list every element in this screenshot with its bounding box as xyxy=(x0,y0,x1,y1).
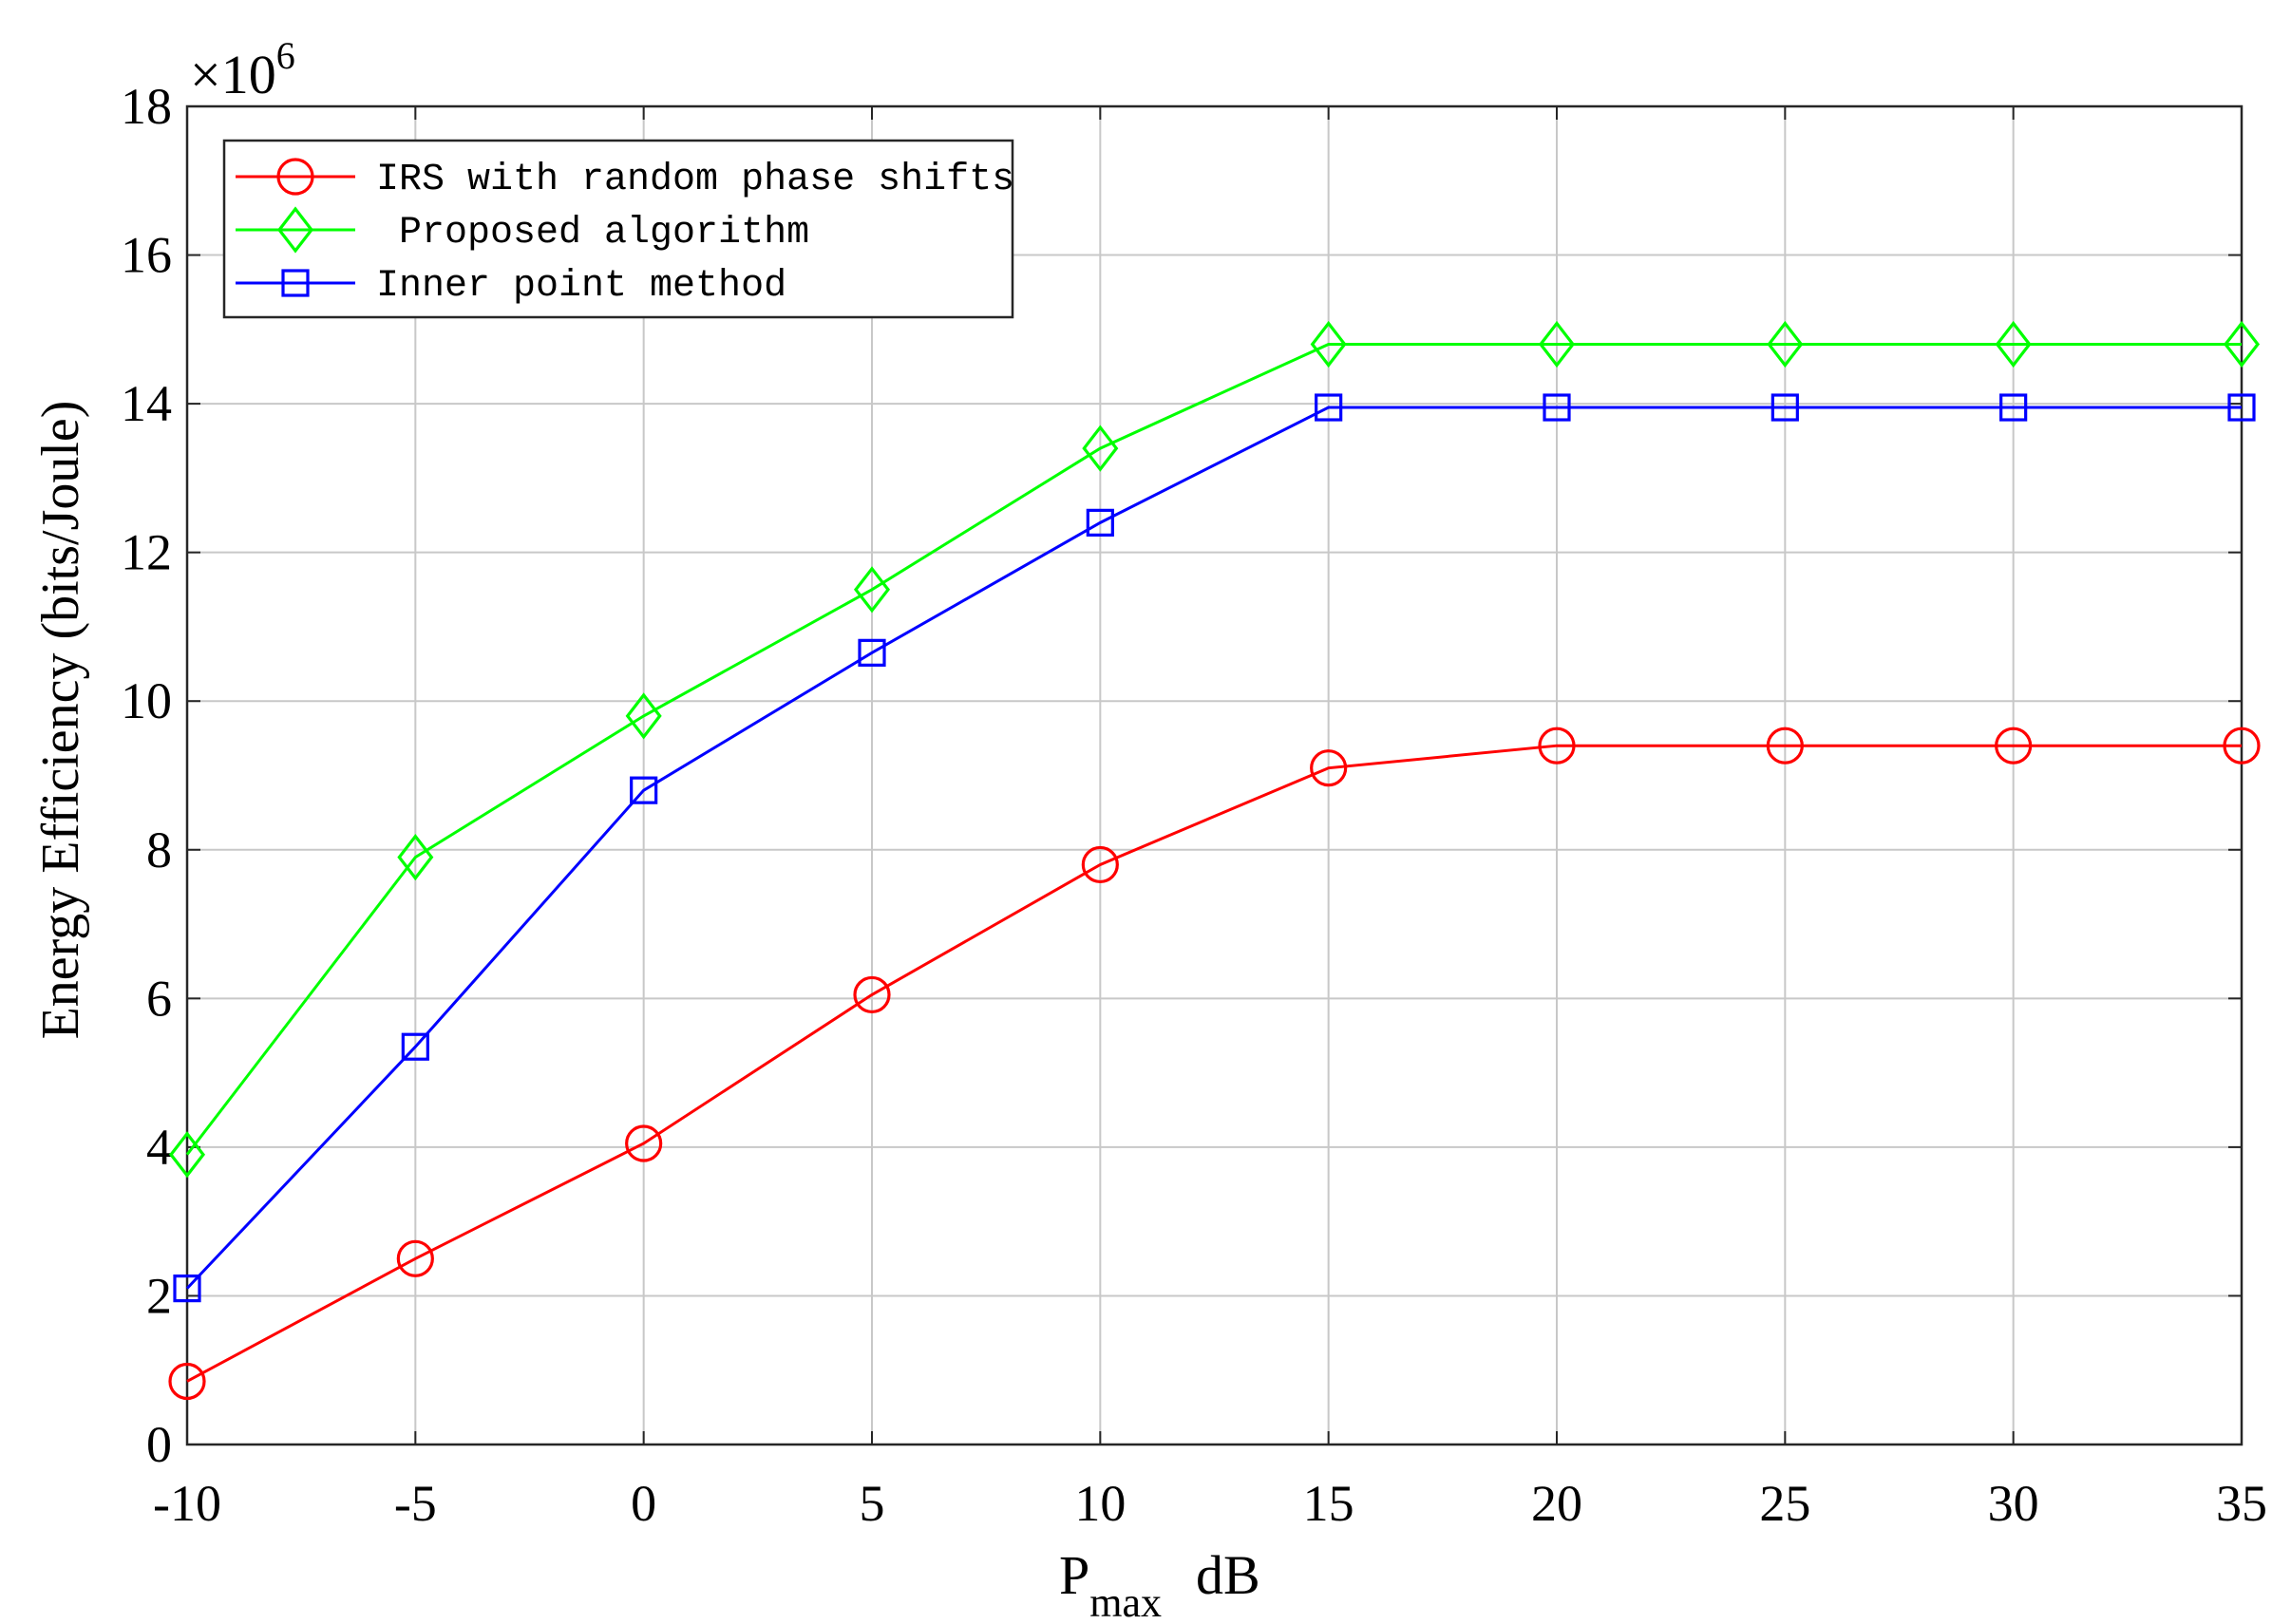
data-point-diamond xyxy=(168,1131,206,1179)
data-point-circle xyxy=(1310,749,1348,787)
x-tick-label: 0 xyxy=(631,1475,656,1532)
legend-box xyxy=(222,139,1014,319)
series-circle xyxy=(168,727,2261,1401)
axis-ticks: -10 -5 0 5 10 15 20 25 30 35 0 2 4 6 8 10 12 14 16 18 xyxy=(121,78,2267,1532)
legend-label: Proposed algorithm xyxy=(376,212,809,255)
y-tick-label: 8 xyxy=(146,821,172,878)
data-series xyxy=(168,320,2261,1401)
data-point-diamond xyxy=(625,692,662,740)
data-point-square xyxy=(1086,508,1114,537)
series-square xyxy=(173,393,2256,1303)
legend-item: Inner point method xyxy=(236,265,786,308)
data-point-circle xyxy=(1081,845,1119,884)
y-tick-label: 4 xyxy=(146,1119,172,1176)
data-point-diamond xyxy=(1767,320,1804,368)
x-tick-label: 10 xyxy=(1074,1475,1126,1532)
data-point-square xyxy=(1770,393,1799,422)
y-multiplier-base: ×10 xyxy=(190,44,276,105)
y-tick-label: 16 xyxy=(121,227,172,284)
legend-label: Inner point method xyxy=(376,265,786,308)
data-point-circle xyxy=(625,1124,663,1162)
data-point-circle xyxy=(168,1362,206,1401)
data-point-circle xyxy=(1766,727,1804,765)
y-tick-label: 0 xyxy=(146,1416,172,1473)
y-axis-multiplier: ×106 xyxy=(190,34,295,105)
legend-item: IRS with random phase shifts xyxy=(236,158,1014,201)
x-tick-label: 15 xyxy=(1303,1475,1354,1532)
data-point-square xyxy=(630,776,658,804)
plot-area-frame xyxy=(185,104,2244,1446)
data-point-diamond xyxy=(853,566,891,614)
x-tick-label: -10 xyxy=(153,1475,221,1532)
legend-marker-square xyxy=(281,269,310,297)
data-point-square xyxy=(1543,393,1571,422)
x-label-main: P xyxy=(1059,1544,1089,1606)
x-tick-label: 20 xyxy=(1531,1475,1582,1532)
data-point-square xyxy=(401,1032,429,1061)
x-tick-label: 35 xyxy=(2216,1475,2267,1532)
data-point-diamond xyxy=(2223,320,2261,368)
data-point-diamond xyxy=(1995,320,2032,368)
data-point-diamond xyxy=(1082,425,1119,472)
y-tick-label: 12 xyxy=(121,524,172,581)
data-point-square xyxy=(1999,393,2028,422)
y-tick-label: 2 xyxy=(146,1267,172,1324)
data-point-diamond xyxy=(1538,320,1576,368)
data-point-diamond xyxy=(1310,320,1347,368)
series-diamond xyxy=(168,320,2261,1179)
legend-label: IRS with random phase shifts xyxy=(376,159,1014,201)
y-tick-label: 6 xyxy=(146,970,172,1027)
data-point-square xyxy=(2227,393,2256,422)
x-tick-label: 25 xyxy=(1759,1475,1810,1532)
legend-marker-diamond xyxy=(276,206,314,254)
x-tick-label: -5 xyxy=(394,1475,437,1532)
legend-item: Proposed algorithm xyxy=(236,206,809,255)
data-point-square xyxy=(173,1275,201,1303)
series-line-diamond xyxy=(185,342,2242,1156)
data-point-square xyxy=(1315,393,1343,422)
data-point-diamond xyxy=(397,833,434,881)
x-axis-label: Pmax dB xyxy=(1059,1544,1260,1624)
data-point-circle xyxy=(396,1239,434,1277)
data-point-circle xyxy=(2223,727,2261,765)
legend-marker-circle xyxy=(276,158,314,196)
y-axis-label: Energy Efficiency (bits/Joule) xyxy=(31,401,90,1040)
legend: IRS with random phase shifts Proposed al… xyxy=(222,139,1014,319)
y-tick-label: 14 xyxy=(121,375,172,432)
data-point-circle xyxy=(1538,727,1576,765)
x-label-subscript: max xyxy=(1089,1579,1162,1624)
y-multiplier-exponent: 6 xyxy=(276,34,295,77)
series-line-circle xyxy=(186,744,2242,1383)
y-tick-label: 10 xyxy=(121,672,172,729)
data-point-square xyxy=(858,638,886,667)
data-point-circle xyxy=(1995,727,2033,765)
series-line-square xyxy=(185,406,2242,1290)
data-point-circle xyxy=(853,975,891,1014)
x-tick-label: 30 xyxy=(1988,1475,2039,1532)
y-tick-label: 18 xyxy=(121,78,172,135)
x-label-unit: dB xyxy=(1196,1544,1260,1606)
x-tick-label: 5 xyxy=(860,1475,885,1532)
